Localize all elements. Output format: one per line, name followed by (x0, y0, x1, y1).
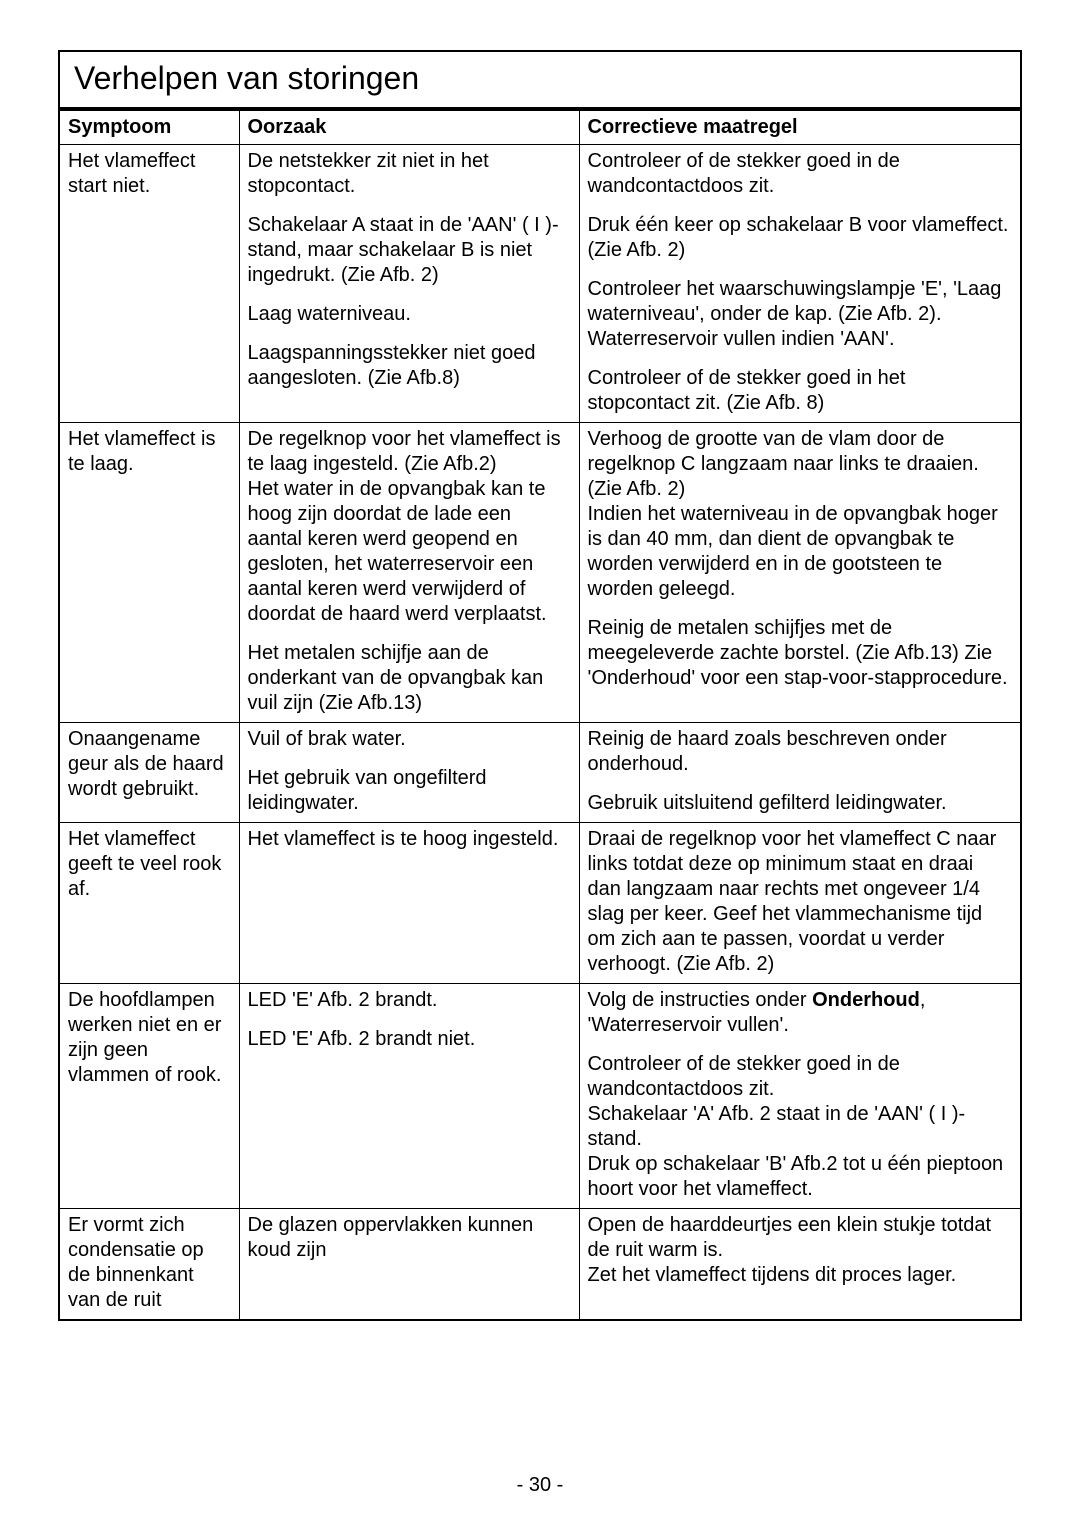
table-row: Het vlameffect geeft te veel rook af. Het… (59, 823, 1021, 984)
table-row: Het vlameffect is te laag.De regelknop v… (59, 423, 1021, 723)
section-title: Verhelpen van storingen (74, 60, 1006, 97)
cause-paragraph: Laag waterniveau. (248, 302, 571, 327)
section-title-box: Verhelpen van storingen (58, 50, 1022, 109)
cause-paragraph: LED 'E' Afb. 2 brandt. (248, 988, 571, 1013)
cause-paragraph: Het vlameffect is te hoog ingesteld. (248, 827, 571, 852)
troubleshooting-table: Symptoom Oorzaak Correctieve maatregel H… (58, 109, 1022, 1321)
cell-cause: De regelknop voor het vlameffect is te l… (239, 423, 579, 723)
table-row: Er vormt zich condensatie op de binnenka… (59, 1209, 1021, 1321)
cell-fix: Verhoog de grootte van de vlam door de r… (579, 423, 1021, 723)
cell-fix: Open de haarddeurtjes een klein stukje t… (579, 1209, 1021, 1321)
fix-paragraph: Draai de regelknop voor het vlameffect C… (588, 827, 1013, 977)
fix-paragraph: Volg de instructies onder Onderhoud, 'Wa… (588, 988, 1013, 1038)
cause-paragraph: De regelknop voor het vlameffect is te l… (248, 427, 571, 627)
cause-paragraph: Vuil of brak water. (248, 727, 571, 752)
cause-paragraph: Het gebruik van ongefilterd leidingwater… (248, 766, 571, 816)
fix-paragraph: Controleer of de stekker goed in de wand… (588, 149, 1013, 199)
cell-cause: Vuil of brak water. Het gebruik van ongef… (239, 723, 579, 823)
cell-symptom: Het vlameffect geeft te veel rook af. (59, 823, 239, 984)
cause-paragraph: LED 'E' Afb. 2 brandt niet. (248, 1027, 571, 1052)
table-header-row: Symptoom Oorzaak Correctieve maatregel (59, 110, 1021, 145)
fix-paragraph: Gebruik uitsluitend gefilterd leidingwat… (588, 791, 1013, 816)
fix-paragraph: Druk één keer op schakelaar B voor vlame… (588, 213, 1013, 263)
cell-symptom: Het vlameffect start niet. (59, 145, 239, 423)
header-fix: Correctieve maatregel (579, 110, 1021, 145)
cause-paragraph: Laagspanningsstekker niet goed aangeslot… (248, 341, 571, 391)
cause-paragraph: De netstekker zit niet in het stopcontac… (248, 149, 571, 199)
header-symptom: Symptoom (59, 110, 239, 145)
fix-paragraph: Reinig de metalen schijfjes met de meege… (588, 616, 1013, 691)
fix-paragraph: Controleer of de stekker goed in het sto… (588, 366, 1013, 416)
fix-paragraph: Verhoog de grootte van de vlam door de r… (588, 427, 1013, 602)
cell-symptom: Er vormt zich condensatie op de binnenka… (59, 1209, 239, 1321)
cell-fix: Controleer of de stekker goed in de wand… (579, 145, 1021, 423)
cell-symptom: Onaangename geur als de haard wordt gebr… (59, 723, 239, 823)
cell-fix: Draai de regelknop voor het vlameffect C… (579, 823, 1021, 984)
fix-paragraph: Controleer of de stekker goed in de wand… (588, 1052, 1013, 1202)
cell-symptom: De hoofdlampen werken niet en er zijn ge… (59, 984, 239, 1209)
fix-paragraph: Controleer het waarschuwingslampje 'E', … (588, 277, 1013, 352)
cause-paragraph: De glazen oppervlakken kunnen koud zijn (248, 1213, 571, 1263)
cell-cause: Het vlameffect is te hoog ingesteld. (239, 823, 579, 984)
cause-paragraph: Schakelaar A staat in de 'AAN' ( I )-sta… (248, 213, 571, 288)
table-row: Het vlameffect start niet.De netstekker … (59, 145, 1021, 423)
page-number: - 30 - (0, 1474, 1080, 1497)
table-row: Onaangename geur als de haard wordt gebr… (59, 723, 1021, 823)
cell-symptom: Het vlameffect is te laag. (59, 423, 239, 723)
cause-paragraph: Het metalen schijfje aan de onderkant va… (248, 641, 571, 716)
cell-fix: Reinig de haard zoals beschreven onder o… (579, 723, 1021, 823)
table-row: De hoofdlampen werken niet en er zijn ge… (59, 984, 1021, 1209)
cell-cause: De netstekker zit niet in het stopcontac… (239, 145, 579, 423)
cell-cause: De glazen oppervlakken kunnen koud zijn (239, 1209, 579, 1321)
header-cause: Oorzaak (239, 110, 579, 145)
cell-cause: LED 'E' Afb. 2 brandt. LED 'E' Afb. 2 bra… (239, 984, 579, 1209)
cell-fix: Volg de instructies onder Onderhoud, 'Wa… (579, 984, 1021, 1209)
fix-paragraph: Reinig de haard zoals beschreven onder o… (588, 727, 1013, 777)
fix-paragraph: Open de haarddeurtjes een klein stukje t… (588, 1213, 1013, 1288)
